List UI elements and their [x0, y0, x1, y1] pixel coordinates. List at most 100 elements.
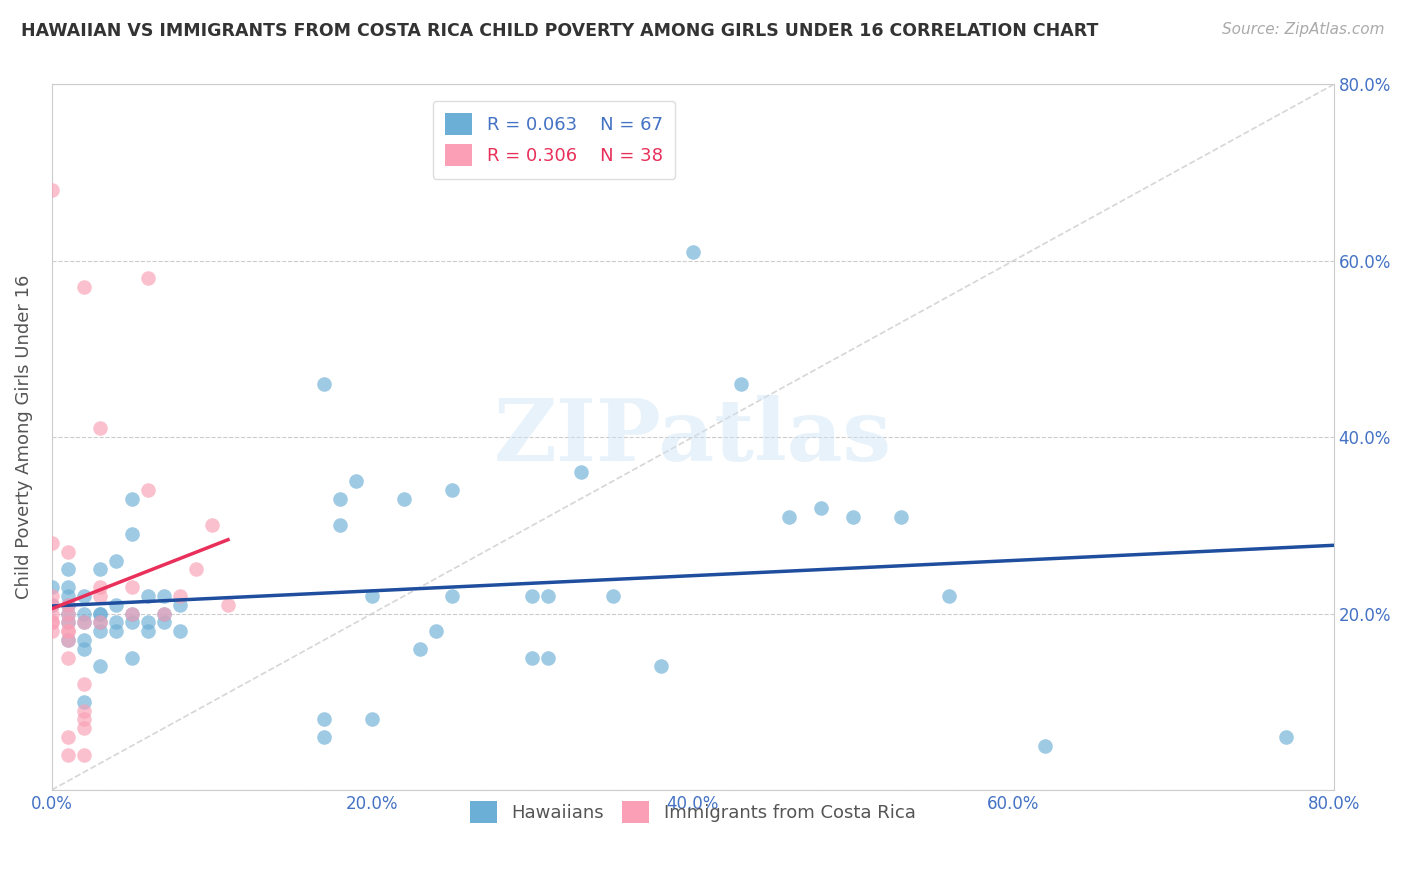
Point — [217, 598, 239, 612]
Point — [121, 607, 143, 621]
Point — [41, 615, 63, 630]
Point — [136, 615, 159, 630]
Point — [104, 624, 127, 639]
Point — [569, 466, 592, 480]
Point — [730, 377, 752, 392]
Point — [169, 598, 191, 612]
Point — [56, 598, 79, 612]
Point — [89, 562, 111, 576]
Point — [73, 712, 96, 726]
Point — [121, 607, 143, 621]
Point — [41, 589, 63, 603]
Point — [41, 536, 63, 550]
Point — [682, 245, 704, 260]
Point — [136, 483, 159, 497]
Point — [73, 280, 96, 294]
Point — [73, 747, 96, 762]
Point — [104, 598, 127, 612]
Point — [938, 589, 960, 603]
Point — [56, 615, 79, 630]
Point — [56, 580, 79, 594]
Point — [441, 483, 464, 497]
Point — [650, 659, 672, 673]
Point — [73, 615, 96, 630]
Point — [89, 421, 111, 435]
Point — [89, 615, 111, 630]
Point — [361, 589, 384, 603]
Point — [56, 632, 79, 647]
Point — [41, 615, 63, 630]
Point — [73, 695, 96, 709]
Point — [409, 641, 432, 656]
Point — [89, 607, 111, 621]
Point — [522, 589, 544, 603]
Point — [56, 607, 79, 621]
Point — [89, 589, 111, 603]
Point — [441, 589, 464, 603]
Point — [73, 615, 96, 630]
Point — [56, 632, 79, 647]
Point — [121, 527, 143, 541]
Text: ZIPatlas: ZIPatlas — [494, 395, 891, 479]
Point — [153, 615, 176, 630]
Text: Source: ZipAtlas.com: Source: ZipAtlas.com — [1222, 22, 1385, 37]
Point — [73, 704, 96, 718]
Point — [56, 624, 79, 639]
Point — [121, 650, 143, 665]
Point — [89, 659, 111, 673]
Point — [89, 580, 111, 594]
Point — [602, 589, 624, 603]
Point — [73, 589, 96, 603]
Point — [314, 712, 336, 726]
Point — [329, 518, 352, 533]
Point — [73, 721, 96, 735]
Point — [73, 607, 96, 621]
Point — [56, 545, 79, 559]
Point — [73, 632, 96, 647]
Point — [56, 650, 79, 665]
Point — [201, 518, 224, 533]
Point — [56, 589, 79, 603]
Point — [56, 607, 79, 621]
Point — [56, 747, 79, 762]
Point — [41, 598, 63, 612]
Point — [314, 377, 336, 392]
Point — [56, 730, 79, 744]
Legend: Hawaiians, Immigrants from Costa Rica: Hawaiians, Immigrants from Costa Rica — [458, 790, 927, 834]
Point — [344, 475, 367, 489]
Point — [184, 562, 207, 576]
Point — [73, 677, 96, 691]
Point — [169, 624, 191, 639]
Point — [314, 730, 336, 744]
Point — [121, 491, 143, 506]
Point — [136, 589, 159, 603]
Point — [810, 500, 832, 515]
Point — [1274, 730, 1296, 744]
Point — [121, 580, 143, 594]
Point — [89, 615, 111, 630]
Point — [522, 650, 544, 665]
Point — [394, 491, 416, 506]
Point — [56, 615, 79, 630]
Point — [842, 509, 865, 524]
Point — [361, 712, 384, 726]
Point — [41, 183, 63, 197]
Point — [537, 650, 560, 665]
Point — [1033, 739, 1056, 753]
Point — [153, 607, 176, 621]
Point — [56, 562, 79, 576]
Point — [41, 598, 63, 612]
Point — [73, 641, 96, 656]
Point — [778, 509, 800, 524]
Point — [104, 615, 127, 630]
Point — [41, 580, 63, 594]
Point — [329, 491, 352, 506]
Point — [104, 554, 127, 568]
Point — [153, 589, 176, 603]
Text: HAWAIIAN VS IMMIGRANTS FROM COSTA RICA CHILD POVERTY AMONG GIRLS UNDER 16 CORREL: HAWAIIAN VS IMMIGRANTS FROM COSTA RICA C… — [21, 22, 1098, 40]
Point — [890, 509, 912, 524]
Point — [169, 589, 191, 603]
Point — [41, 607, 63, 621]
Point — [41, 624, 63, 639]
Point — [56, 598, 79, 612]
